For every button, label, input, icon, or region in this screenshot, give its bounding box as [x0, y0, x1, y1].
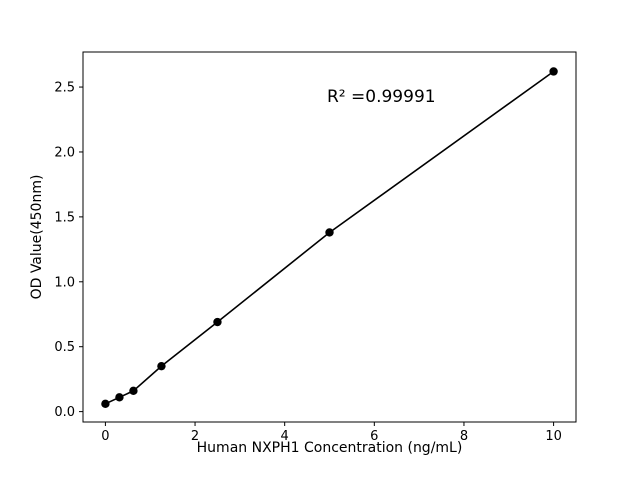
data-point: [101, 399, 110, 409]
data-point: [549, 67, 558, 76]
data-point: [129, 386, 138, 396]
r-squared-annotation: R² =0.99991: [327, 87, 436, 107]
y-tick-label: 0.0: [54, 405, 75, 420]
y-tick-label: 1.0: [54, 275, 75, 290]
y-tick-label: 2.0: [54, 145, 75, 160]
data-point: [325, 228, 334, 237]
y-tick-label: 2.5: [54, 81, 75, 96]
plot-frame: [82, 51, 577, 423]
data-point: [157, 361, 166, 371]
x-axis-label: Human NXPH1 Concentration (ng/mL): [196, 440, 463, 456]
x-tick-label: 0: [101, 429, 109, 444]
data-point: [115, 393, 124, 402]
x-tick-label: 2: [191, 429, 199, 444]
y-tick-label: 1.5: [54, 210, 75, 225]
x-tick-label: 6: [370, 429, 378, 444]
y-axis-label: OD Value(450nm): [29, 174, 45, 300]
x-tick-label: 8: [460, 429, 468, 444]
y-tick-label: 0.5: [54, 340, 75, 355]
x-tick-label: 10: [545, 429, 562, 444]
data-point: [213, 317, 222, 327]
x-tick-label: 4: [281, 429, 289, 444]
fit-line: [105, 70, 555, 405]
